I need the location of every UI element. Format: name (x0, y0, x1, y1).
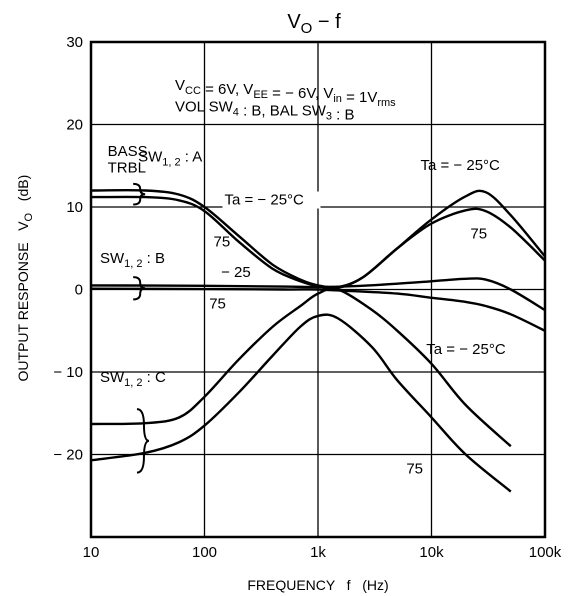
series-line (90, 287, 512, 448)
annotation-n75-a: 75 (213, 234, 230, 251)
condition-segment: : B, BAL SW (239, 102, 327, 119)
condition-segment: = − 6V, V (268, 85, 333, 102)
chart-title-rest: − f (312, 11, 341, 33)
y-axis-label-main: OUTPUT RESPONSE V (15, 221, 31, 382)
annotation-bass: BASS (108, 143, 148, 160)
x-tick-label: 10k (419, 544, 444, 561)
condition-segment: : B (332, 106, 355, 123)
condition-segment: 3 (326, 110, 332, 122)
chart-title: VO − f (287, 11, 341, 37)
condition-segment: in (333, 93, 342, 105)
annotation-n75-right: 75 (470, 225, 487, 242)
condition-segment: V (175, 77, 185, 94)
annotation-ta-a: Ta = − 25°C (224, 192, 304, 209)
y-tick-label: 20 (66, 117, 83, 134)
condition-segment: VOL SW (175, 98, 234, 115)
annotation-trbl: TRBL (108, 159, 146, 176)
annotation-n75-b: 75 (209, 295, 226, 312)
condition-segment: CC (185, 85, 201, 97)
group-bracket (136, 408, 150, 474)
y-tick-label: − 20 (53, 447, 83, 464)
condition-line: VCC = 6V, VEE = − 6V, Vin = 1Vrms (175, 77, 396, 109)
group-brackets (133, 182, 150, 474)
group-bracket (133, 182, 146, 206)
condition-segment: 4 (233, 106, 239, 118)
annotation-sw-a: SW1, 2 : A (138, 149, 202, 169)
annotation-ta-right: Ta = − 25°C (421, 157, 501, 174)
chart-title-main: V (287, 11, 301, 33)
annotation-sw-c: SW1, 2 : C (100, 369, 166, 389)
x-axis-label: FREQUENCY f (Hz) (247, 577, 388, 593)
annotation-n25-b: − 25 (221, 264, 251, 281)
annotation-sw-b: SW1, 2 : B (100, 250, 165, 270)
group-bracket (133, 276, 146, 301)
series-line (90, 277, 546, 312)
condition-line: VOL SW4 : B, BAL SW3 : B (175, 98, 355, 123)
y-axis-label-rest: (dB) (15, 175, 31, 213)
x-tick-label: 100k (529, 544, 562, 561)
condition-segment: EE (253, 89, 268, 101)
x-tick-label: 10 (83, 544, 100, 561)
x-tick-label: 100 (192, 544, 217, 561)
condition-segment: = 1V (342, 89, 377, 106)
y-tick-label: 10 (66, 199, 83, 216)
condition-segment: = 6V, V (201, 81, 253, 98)
chart-title-sub: O (301, 20, 313, 37)
series-line (90, 287, 546, 332)
y-axis-label-sub: O (23, 212, 35, 221)
annotation-n75-c: 75 (406, 460, 423, 477)
y-tick-label: 30 (66, 34, 83, 51)
x-tick-label: 1k (310, 544, 326, 561)
y-tick-label: 0 (75, 282, 83, 299)
annotation-ta-c: Ta = − 25°C (426, 341, 506, 358)
series-line (90, 313, 512, 493)
series-lines (90, 188, 546, 493)
y-tick-label: − 10 (53, 364, 83, 381)
y-axis-label: OUTPUT RESPONSE VO (dB) (15, 163, 35, 401)
condition-segment: rms (377, 97, 396, 109)
plot-frame (89, 40, 547, 539)
label-backdrop (222, 191, 321, 209)
